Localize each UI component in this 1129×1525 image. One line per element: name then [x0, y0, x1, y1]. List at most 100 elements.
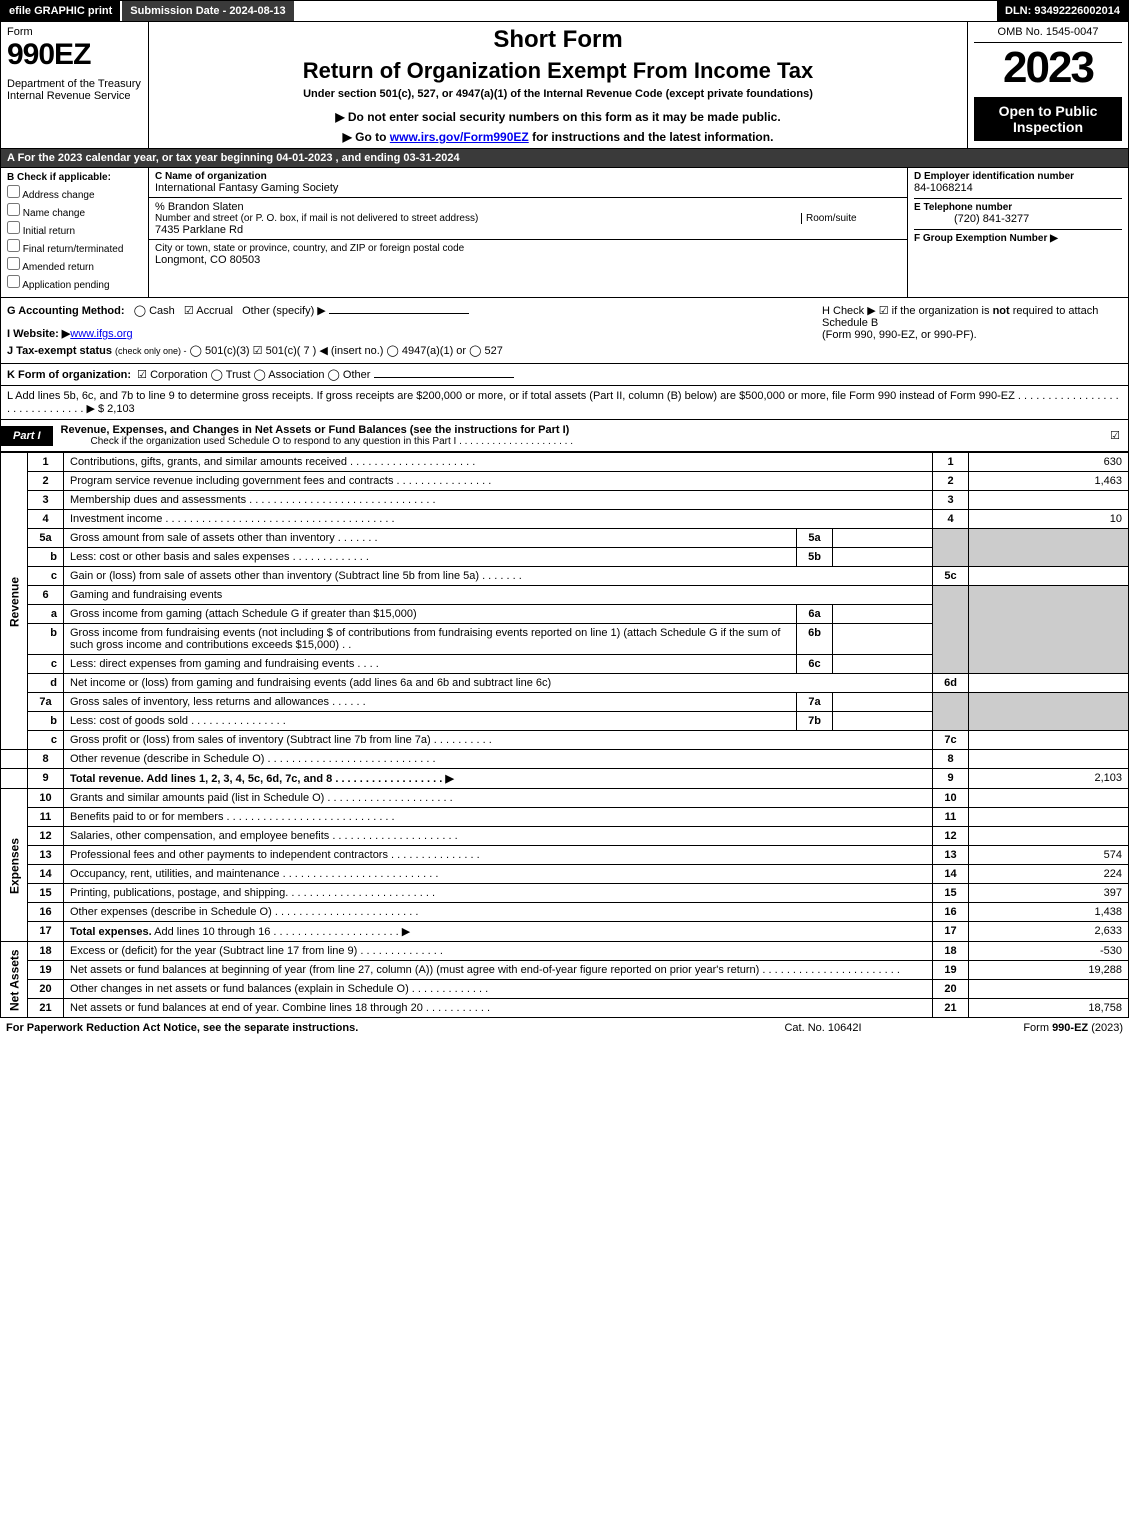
- line-1-label: Contributions, gifts, grants, and simila…: [64, 453, 933, 472]
- line-13-box: 13: [933, 846, 969, 865]
- goto-pre: ▶ Go to: [343, 130, 390, 144]
- line-6-num: 6: [28, 586, 64, 605]
- line-18-label: Excess or (deficit) for the year (Subtra…: [64, 942, 933, 961]
- website-link[interactable]: www.ifgs.org: [70, 328, 132, 340]
- line-7a-sub: 7a: [797, 693, 833, 712]
- line-10-label: Grants and similar amounts paid (list in…: [64, 789, 933, 808]
- tel-label: E Telephone number: [914, 202, 1012, 213]
- chk-name-change[interactable]: Name change: [7, 203, 142, 219]
- section-g-h: G Accounting Method: ◯ Cash ☑ Accrual Ot…: [0, 298, 1129, 364]
- line-4-num: 4: [28, 510, 64, 529]
- ein-label: D Employer identification number: [914, 171, 1074, 182]
- line-4-box: 4: [933, 510, 969, 529]
- line-19-box: 19: [933, 961, 969, 980]
- street-address: 7435 Parklane Rd: [155, 224, 901, 236]
- line-6d-amt: [969, 674, 1129, 693]
- line-19-label: Net assets or fund balances at beginning…: [64, 961, 933, 980]
- col-b-checkboxes: B Check if applicable: Address change Na…: [1, 168, 149, 297]
- line-10-box: 10: [933, 789, 969, 808]
- line-17-num: 17: [28, 922, 64, 942]
- line-8-num: 8: [28, 750, 64, 769]
- line-14-num: 14: [28, 865, 64, 884]
- irs-link[interactable]: www.irs.gov/Form990EZ: [390, 130, 529, 144]
- part-1-checkbox[interactable]: ☑: [1102, 425, 1128, 446]
- tel-value: (720) 841-3277: [914, 213, 1029, 225]
- chk-initial-return[interactable]: Initial return: [7, 221, 142, 237]
- row-a-period: A For the 2023 calendar year, or tax yea…: [0, 149, 1129, 168]
- line-1-num: 1: [28, 453, 64, 472]
- line-15-amt: 397: [969, 884, 1129, 903]
- line-5b-sub: 5b: [797, 548, 833, 567]
- line-7a-subval: [833, 693, 933, 712]
- line-5a-label: Gross amount from sale of assets other t…: [64, 529, 797, 548]
- form-header: Form 990EZ Department of the Treasury In…: [0, 22, 1129, 149]
- line-7c-amt: [969, 731, 1129, 750]
- line-12-num: 12: [28, 827, 64, 846]
- line-7c-box: 7c: [933, 731, 969, 750]
- line-15-box: 15: [933, 884, 969, 903]
- chk-application-pending[interactable]: Application pending: [7, 275, 142, 291]
- line-6c-label: Less: direct expenses from gaming and fu…: [64, 655, 797, 674]
- line-13-num: 13: [28, 846, 64, 865]
- tax-exempt-row: J Tax-exempt status (check only one) - ◯…: [7, 344, 822, 357]
- chk-amended-return[interactable]: Amended return: [7, 257, 142, 273]
- part-1-tab: Part I: [1, 426, 53, 446]
- part-1-header: Part I Revenue, Expenses, and Changes in…: [0, 420, 1129, 452]
- line-2-label: Program service revenue including govern…: [64, 472, 933, 491]
- chk-address-change[interactable]: Address change: [7, 185, 142, 201]
- paperwork-notice: For Paperwork Reduction Act Notice, see …: [6, 1022, 723, 1034]
- line-9-amt: 2,103: [969, 769, 1129, 789]
- line-3-amt: [969, 491, 1129, 510]
- chk-final-return[interactable]: Final return/terminated: [7, 239, 142, 255]
- org-name: International Fantasy Gaming Society: [155, 182, 901, 194]
- line-2-box: 2: [933, 472, 969, 491]
- col-c-org: C Name of organization International Fan…: [149, 168, 908, 297]
- b-header: B Check if applicable:: [7, 172, 142, 183]
- line-18-amt: -530: [969, 942, 1129, 961]
- efile-button[interactable]: efile GRAPHIC print: [1, 1, 122, 21]
- line-6c-subval: [833, 655, 933, 674]
- line-5c-amt: [969, 567, 1129, 586]
- line-16-amt: 1,438: [969, 903, 1129, 922]
- line-6b-subval: [833, 624, 933, 655]
- line-7c-label: Gross profit or (loss) from sales of inv…: [64, 731, 933, 750]
- line-6-label: Gaming and fundraising events: [64, 586, 933, 605]
- line-11-num: 11: [28, 808, 64, 827]
- side-revenue: Revenue: [1, 453, 28, 750]
- line-15-label: Printing, publications, postage, and shi…: [64, 884, 933, 903]
- line-6b-sub: 6b: [797, 624, 833, 655]
- c-name-label: C Name of organization: [155, 171, 901, 182]
- form-number: 990EZ: [7, 38, 142, 72]
- line-20-num: 20: [28, 980, 64, 999]
- ssn-warning: ▶ Do not enter social security numbers o…: [155, 110, 961, 124]
- goto-line: ▶ Go to www.irs.gov/Form990EZ for instru…: [155, 130, 961, 144]
- submission-date: Submission Date - 2024-08-13: [122, 1, 293, 21]
- under-section: Under section 501(c), 527, or 4947(a)(1)…: [155, 88, 961, 100]
- row-k-org-form: K Form of organization: ☑ Corporation ◯ …: [0, 364, 1129, 386]
- line-21-box: 21: [933, 999, 969, 1018]
- line-21-label: Net assets or fund balances at end of ye…: [64, 999, 933, 1018]
- line-17-box: 17: [933, 922, 969, 942]
- line-21-amt: 18,758: [969, 999, 1129, 1018]
- website-row: I Website: ▶www.ifgs.org: [7, 327, 822, 340]
- line-5c-num: c: [28, 567, 64, 586]
- line-5a-sub: 5a: [797, 529, 833, 548]
- line-5a-num: 5a: [28, 529, 64, 548]
- line-17-label: Total expenses. Add lines 10 through 16 …: [64, 922, 933, 942]
- line-7b-num: b: [28, 712, 64, 731]
- line-6a-num: a: [28, 605, 64, 624]
- tax-year: 2023: [974, 43, 1122, 93]
- line-18-box: 18: [933, 942, 969, 961]
- line-8-amt: [969, 750, 1129, 769]
- line-5b-subval: [833, 548, 933, 567]
- line-19-amt: 19,288: [969, 961, 1129, 980]
- line-6b-num: b: [28, 624, 64, 655]
- line-5b-num: b: [28, 548, 64, 567]
- line-20-box: 20: [933, 980, 969, 999]
- cat-number: Cat. No. 10642I: [723, 1022, 923, 1034]
- street-label: Number and street (or P. O. box, if mail…: [155, 213, 801, 224]
- lines-table: Revenue 1Contributions, gifts, grants, a…: [0, 452, 1129, 1018]
- line-12-label: Salaries, other compensation, and employ…: [64, 827, 933, 846]
- page-footer: For Paperwork Reduction Act Notice, see …: [0, 1018, 1129, 1038]
- line-6d-box: 6d: [933, 674, 969, 693]
